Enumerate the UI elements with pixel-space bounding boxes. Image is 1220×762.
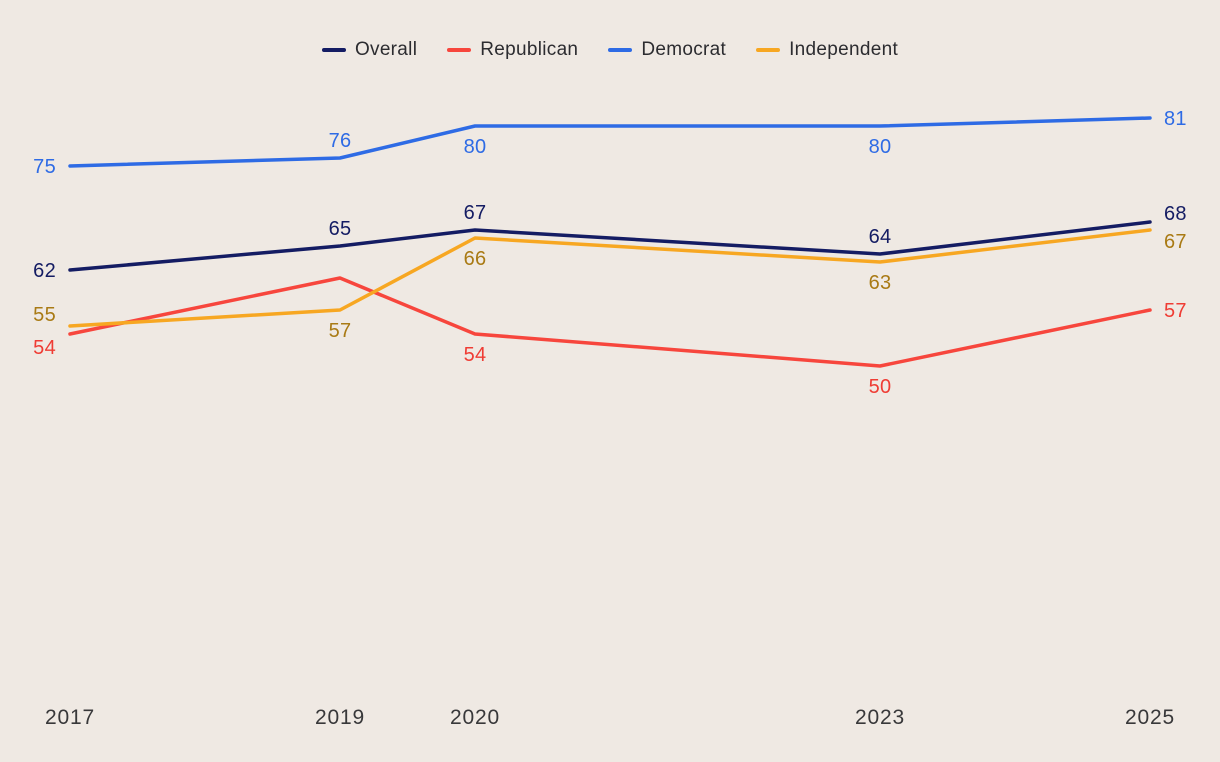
legend-label: Independent — [789, 39, 899, 60]
point-label-overall-2025: 68 — [1164, 203, 1187, 225]
x-axis-tick-label: 2019 — [315, 706, 365, 729]
point-label-overall-2019: 65 — [329, 218, 352, 240]
point-label-independent-2017: 55 — [33, 304, 56, 326]
series-line-republican — [68, 276, 1152, 368]
legend-label: Democrat — [641, 39, 727, 60]
series-line-independent — [68, 228, 1152, 328]
point-label-overall-2020: 67 — [464, 202, 487, 224]
point-label-democrat-2025: 81 — [1164, 108, 1187, 130]
legend-label: Overall — [354, 39, 418, 60]
legend-swatch-icon — [608, 47, 633, 53]
legend-item-republican: Republican — [447, 39, 578, 61]
point-label-independent-2020: 66 — [464, 248, 487, 270]
legend-swatch-icon — [321, 47, 346, 53]
chart-legend: Overall Republican Democrat Independent — [0, 39, 1220, 61]
x-axis-tick-label: 2017 — [45, 706, 95, 729]
point-label-independent-2023: 63 — [869, 272, 892, 294]
series-line-overall — [68, 220, 1152, 272]
point-label-independent-2019: 57 — [329, 320, 352, 342]
legend-item-overall: Overall — [321, 39, 418, 61]
x-axis-tick-label: 2020 — [450, 706, 500, 729]
point-label-republican-2025: 57 — [1164, 300, 1187, 322]
legend-swatch-icon — [756, 47, 781, 53]
point-label-republican-2020: 54 — [464, 344, 487, 366]
legend-label: Republican — [480, 39, 579, 60]
point-label-republican-2017: 54 — [33, 337, 56, 359]
point-label-independent-2025: 67 — [1164, 231, 1187, 253]
point-label-overall-2023: 64 — [869, 226, 892, 248]
point-label-democrat-2023: 80 — [869, 136, 892, 158]
legend-item-independent: Independent — [756, 39, 898, 61]
legend-swatch-icon — [447, 47, 472, 53]
point-label-democrat-2017: 75 — [33, 156, 56, 178]
point-label-democrat-2019: 76 — [329, 130, 352, 152]
point-label-overall-2017: 62 — [33, 260, 56, 282]
x-axis-tick-label: 2025 — [1125, 706, 1175, 729]
point-label-republican-2023: 50 — [869, 376, 892, 398]
series-line-democrat — [68, 116, 1152, 168]
legend-item-democrat: Democrat — [608, 39, 726, 61]
x-axis-tick-label: 2023 — [855, 706, 905, 729]
point-label-democrat-2020: 80 — [464, 136, 487, 158]
